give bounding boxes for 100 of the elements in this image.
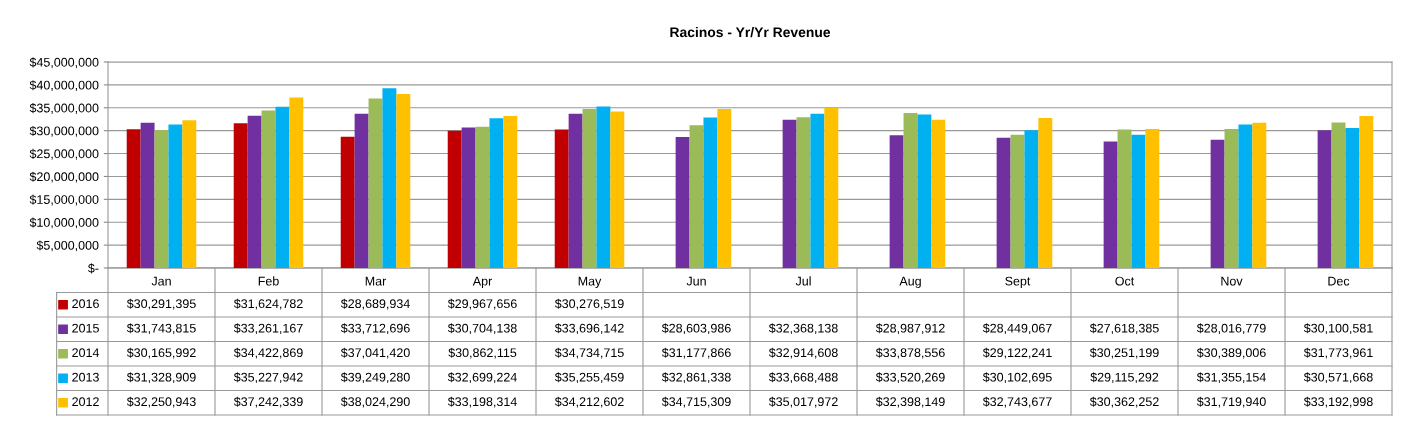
bar (382, 88, 397, 268)
data-label: $29,122,241 (982, 347, 1052, 359)
x-tick-label: Sept (1005, 276, 1031, 288)
x-tick-label: Aug (899, 276, 921, 288)
bar (1359, 116, 1374, 268)
bar (810, 113, 825, 268)
data-label: $33,261,167 (233, 323, 303, 335)
data-label: $31,624,782 (233, 298, 303, 310)
bar (340, 136, 355, 268)
bar (289, 97, 304, 268)
data-label: $34,715,309 (661, 396, 731, 408)
data-label: $33,878,556 (875, 347, 945, 359)
x-tick-label: Feb (258, 276, 279, 286)
y-tick-label: $- (87, 263, 99, 274)
data-label: $33,192,998 (1303, 396, 1373, 408)
data-label: $32,368,138 (768, 323, 838, 335)
data-label: $30,362,252 (1089, 396, 1159, 408)
bar (1345, 128, 1360, 268)
data-label: $32,250,943 (126, 396, 196, 408)
data-label: $34,734,715 (554, 347, 624, 359)
data-label: $28,016,779 (1196, 323, 1266, 335)
chart-title: Racinos - Yr/Yr Revenue (670, 26, 831, 38)
legend-label: 2014 (72, 348, 100, 358)
x-tick-label: Nov (1221, 276, 1243, 286)
bar (233, 123, 248, 268)
bar (126, 129, 141, 268)
bar (489, 118, 504, 268)
bar (824, 107, 839, 268)
bar (889, 135, 904, 268)
bar (1038, 118, 1053, 268)
bar (554, 129, 569, 268)
bar (368, 98, 383, 268)
x-tick-label: Jul (795, 276, 811, 286)
legend-label: 2013 (72, 372, 99, 382)
bar (1238, 124, 1253, 268)
bar (447, 130, 462, 268)
data-label: $28,987,912 (875, 323, 945, 335)
data-label: $39,249,280 (340, 372, 410, 384)
bar (1224, 128, 1239, 268)
data-label: $34,422,869 (233, 347, 303, 359)
data-label: $33,198,314 (447, 396, 517, 408)
data-label: $32,743,677 (982, 396, 1052, 408)
bar (568, 113, 583, 268)
bar (396, 93, 411, 268)
data-label: $34,212,602 (554, 396, 624, 408)
bar (996, 137, 1011, 268)
data-label: $31,773,961 (1303, 347, 1373, 359)
legend-label: 2015 (72, 323, 99, 333)
x-tick-label: Oct (1115, 276, 1135, 286)
x-tick-label: May (578, 276, 602, 288)
bar (182, 120, 197, 268)
data-label: $38,024,290 (340, 396, 410, 408)
data-label: $28,449,067 (982, 323, 1052, 335)
bar (931, 119, 946, 268)
data-label: $33,520,269 (875, 372, 945, 384)
y-tick-label: $35,000,000 (29, 103, 99, 114)
y-tick-label: $25,000,000 (29, 148, 99, 160)
data-label: $30,251,199 (1089, 347, 1159, 359)
y-tick-label: $30,000,000 (29, 125, 99, 137)
bar (475, 126, 490, 268)
legend-label: 2012 (72, 397, 99, 407)
x-tick-label: Dec (1328, 276, 1350, 286)
bar (1331, 122, 1346, 268)
data-label: $30,389,006 (1196, 347, 1266, 359)
bar (1252, 122, 1267, 268)
bar (140, 122, 155, 268)
x-tick-label: Jun (686, 276, 706, 286)
data-label: $35,017,972 (768, 396, 838, 408)
data-label: $29,115,292 (1090, 372, 1159, 384)
data-label: $33,668,488 (768, 372, 838, 384)
data-label: $35,227,942 (233, 372, 303, 384)
data-label: $30,100,581 (1303, 323, 1373, 335)
bar (1210, 139, 1225, 268)
bar (717, 109, 732, 268)
data-label: $37,041,420 (340, 347, 410, 359)
bar (675, 137, 690, 268)
data-label: $32,914,608 (768, 347, 838, 359)
data-label: $30,102,695 (982, 372, 1052, 384)
data-label: $30,571,668 (1303, 372, 1373, 384)
y-tick-label: $20,000,000 (29, 171, 99, 183)
bar (154, 129, 169, 268)
x-tick-label: Apr (472, 276, 493, 288)
bar (275, 106, 290, 268)
data-label: $31,719,940 (1196, 396, 1266, 408)
y-tick-label: $40,000,000 (29, 80, 99, 92)
data-label: $30,291,395 (126, 298, 196, 310)
bar (461, 127, 476, 268)
data-label: $29,967,656 (447, 298, 517, 310)
data-label: $33,712,696 (340, 323, 410, 335)
bar (610, 111, 625, 268)
bar (168, 124, 183, 268)
bar (796, 117, 811, 268)
bar (1145, 129, 1160, 268)
data-label: $31,743,815 (126, 323, 196, 335)
data-label: $32,699,224 (447, 372, 517, 384)
bar (1131, 134, 1146, 268)
data-label: $33,696,142 (554, 323, 624, 335)
data-label: $31,355,154 (1196, 372, 1266, 384)
data-label: $27,618,385 (1089, 323, 1159, 335)
bar (1317, 130, 1332, 268)
